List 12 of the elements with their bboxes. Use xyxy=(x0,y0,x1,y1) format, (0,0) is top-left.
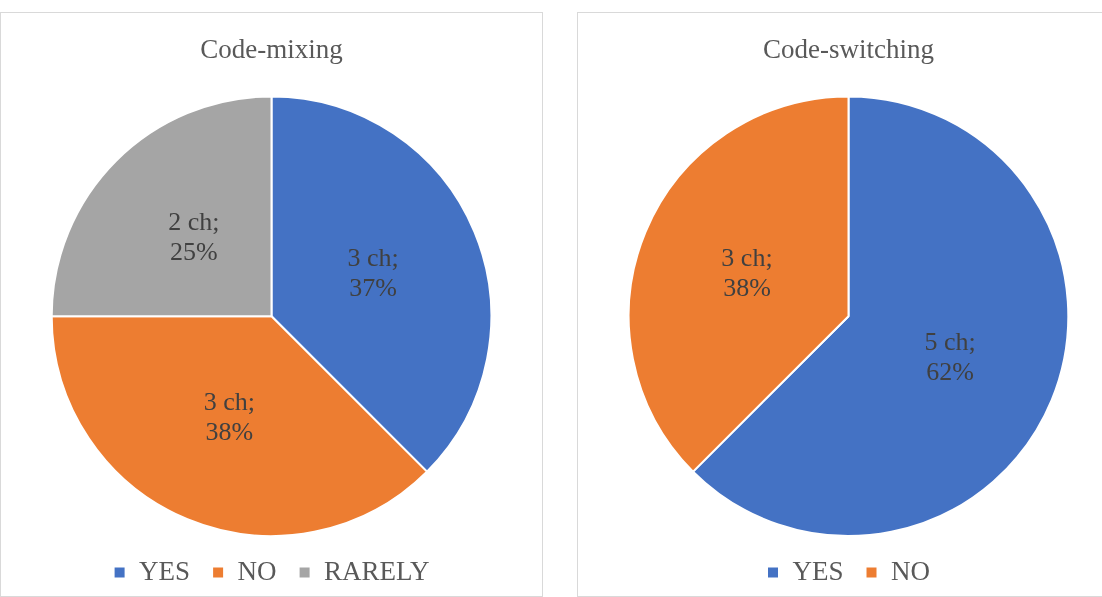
legend-label: YES xyxy=(139,555,191,586)
data-label: 5 ch; 62% xyxy=(924,327,976,387)
chart-title: Code-switching xyxy=(763,34,934,65)
data-label: 3 ch; 38% xyxy=(721,242,773,302)
data-label: 2 ch; 25% xyxy=(168,207,220,267)
data-label: 3 ch; 38% xyxy=(203,386,256,446)
data-label: 3 ch; 37% xyxy=(347,242,399,302)
legend-label: NO xyxy=(237,555,277,586)
chart-title: Code-mixing xyxy=(200,34,343,65)
legend-label: NO xyxy=(891,555,931,586)
legend-label: YES xyxy=(792,555,844,586)
legend-label: RARELY xyxy=(324,555,430,586)
